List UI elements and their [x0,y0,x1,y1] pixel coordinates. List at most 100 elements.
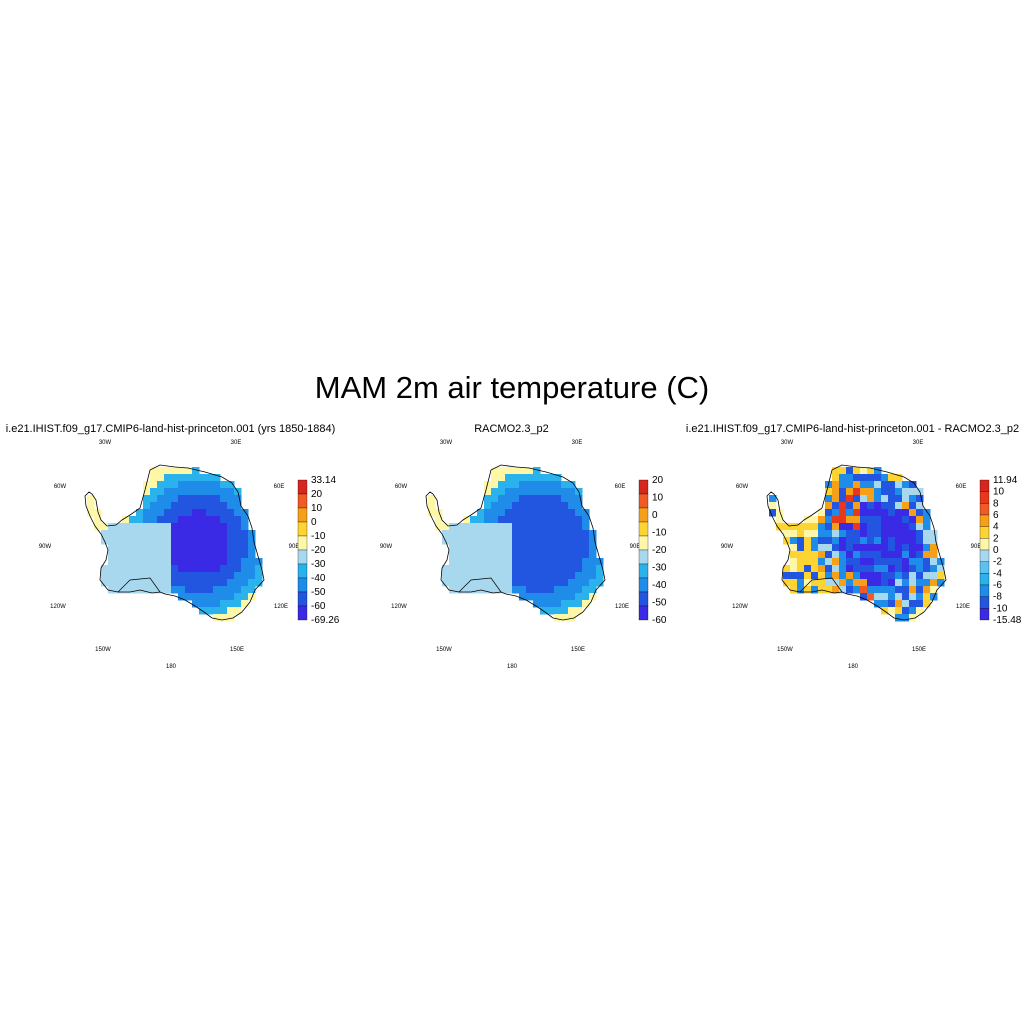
grid-cell [157,537,165,545]
grid-cell [909,516,917,524]
grid-cell [213,607,221,615]
grid-cell [888,488,896,496]
grid-cell [526,474,534,482]
grid-cell [874,502,882,510]
grid-cell [463,530,471,538]
grid-cell [241,565,249,573]
map-field [87,467,263,622]
map-field [769,467,945,622]
grid-cell [860,579,868,587]
grid-cell [157,516,165,524]
grid-cell [192,516,200,524]
grid-cell [804,586,812,594]
grid-cell [846,565,854,573]
grid-cell [540,565,548,573]
grid-cell [568,558,576,566]
grid-cell [484,572,492,580]
colorbar-swatch [297,563,308,579]
grid-cell [512,565,520,573]
grid-cell [825,565,833,573]
grid-cell [157,586,165,594]
colorbar-label: 0 [652,510,658,521]
grid-cell [811,530,819,538]
grid-cell [220,607,228,615]
grid-cell [589,586,597,594]
grid-cell [199,558,207,566]
grid-cell [547,551,555,559]
grid-cell [533,572,541,580]
grid-cell [185,558,193,566]
grid-cell [157,523,165,531]
grid-cell [519,474,527,482]
grid-cell [199,537,207,545]
grid-cell [540,502,548,510]
grid-cell [874,565,882,573]
grid-cell [554,593,562,601]
grid-cell [428,495,436,503]
grid-cell [825,572,833,580]
grid-cell [470,530,478,538]
grid-cell [164,565,172,573]
grid-cell [164,481,172,489]
grid-cell [122,544,130,552]
grid-cell [94,516,102,524]
grid-cell [241,551,249,559]
grid-cell [589,530,597,538]
grid-cell [449,586,457,594]
grid-cell [596,579,604,587]
grid-cell [568,607,576,615]
grid-cell [902,544,910,552]
grid-cell [554,481,562,489]
grid-cell [449,558,457,566]
grid-cell [192,593,200,601]
grid-cell [818,509,826,517]
grid-cell [122,516,130,524]
grid-cell [790,558,798,566]
grid-cell [234,544,242,552]
grid-cell [477,544,485,552]
grid-cell [470,565,478,573]
grid-cell [575,558,583,566]
grid-cell [818,516,826,524]
grid-cell [220,495,228,503]
grid-cell [874,551,882,559]
grid-cell [519,516,527,524]
grid-cell [199,502,207,510]
grid-cell [804,579,812,587]
grid-cell [895,579,903,587]
grid-cell [241,593,249,601]
grid-cell [463,572,471,580]
grid-cell [881,544,889,552]
grid-cell [234,537,242,545]
grid-cell [115,551,123,559]
grid-cell [248,579,256,587]
grid-cell [930,544,938,552]
grid-cell [832,537,840,545]
grid-cell [449,551,457,559]
grid-cell [853,579,861,587]
grid-cell [881,551,889,559]
grid-cell [867,551,875,559]
map-svg: 30W 30E 60W 60E 90W 90E 120W 120E 150W 150E 180 33.… [39,440,340,670]
grid-cell [178,537,186,545]
grid-cell [895,572,903,580]
grid-cell [171,495,179,503]
grid-cell [818,523,826,531]
grid-cell [199,544,207,552]
grid-cell [129,544,137,552]
grid-cell [540,551,548,559]
grid-cell [568,565,576,573]
grid-cell [533,551,541,559]
grid-cell [902,614,910,622]
grid-cell [199,481,207,489]
grid-cell [888,607,896,615]
coastline [425,464,606,621]
grid-cell [776,516,784,524]
grid-cell [811,523,819,531]
grid-cell [554,509,562,517]
grid-cell [498,530,506,538]
grid-cell [526,593,534,601]
grid-cell [881,474,889,482]
longitude-label: 60W [395,484,408,490]
grid-cell [860,474,868,482]
